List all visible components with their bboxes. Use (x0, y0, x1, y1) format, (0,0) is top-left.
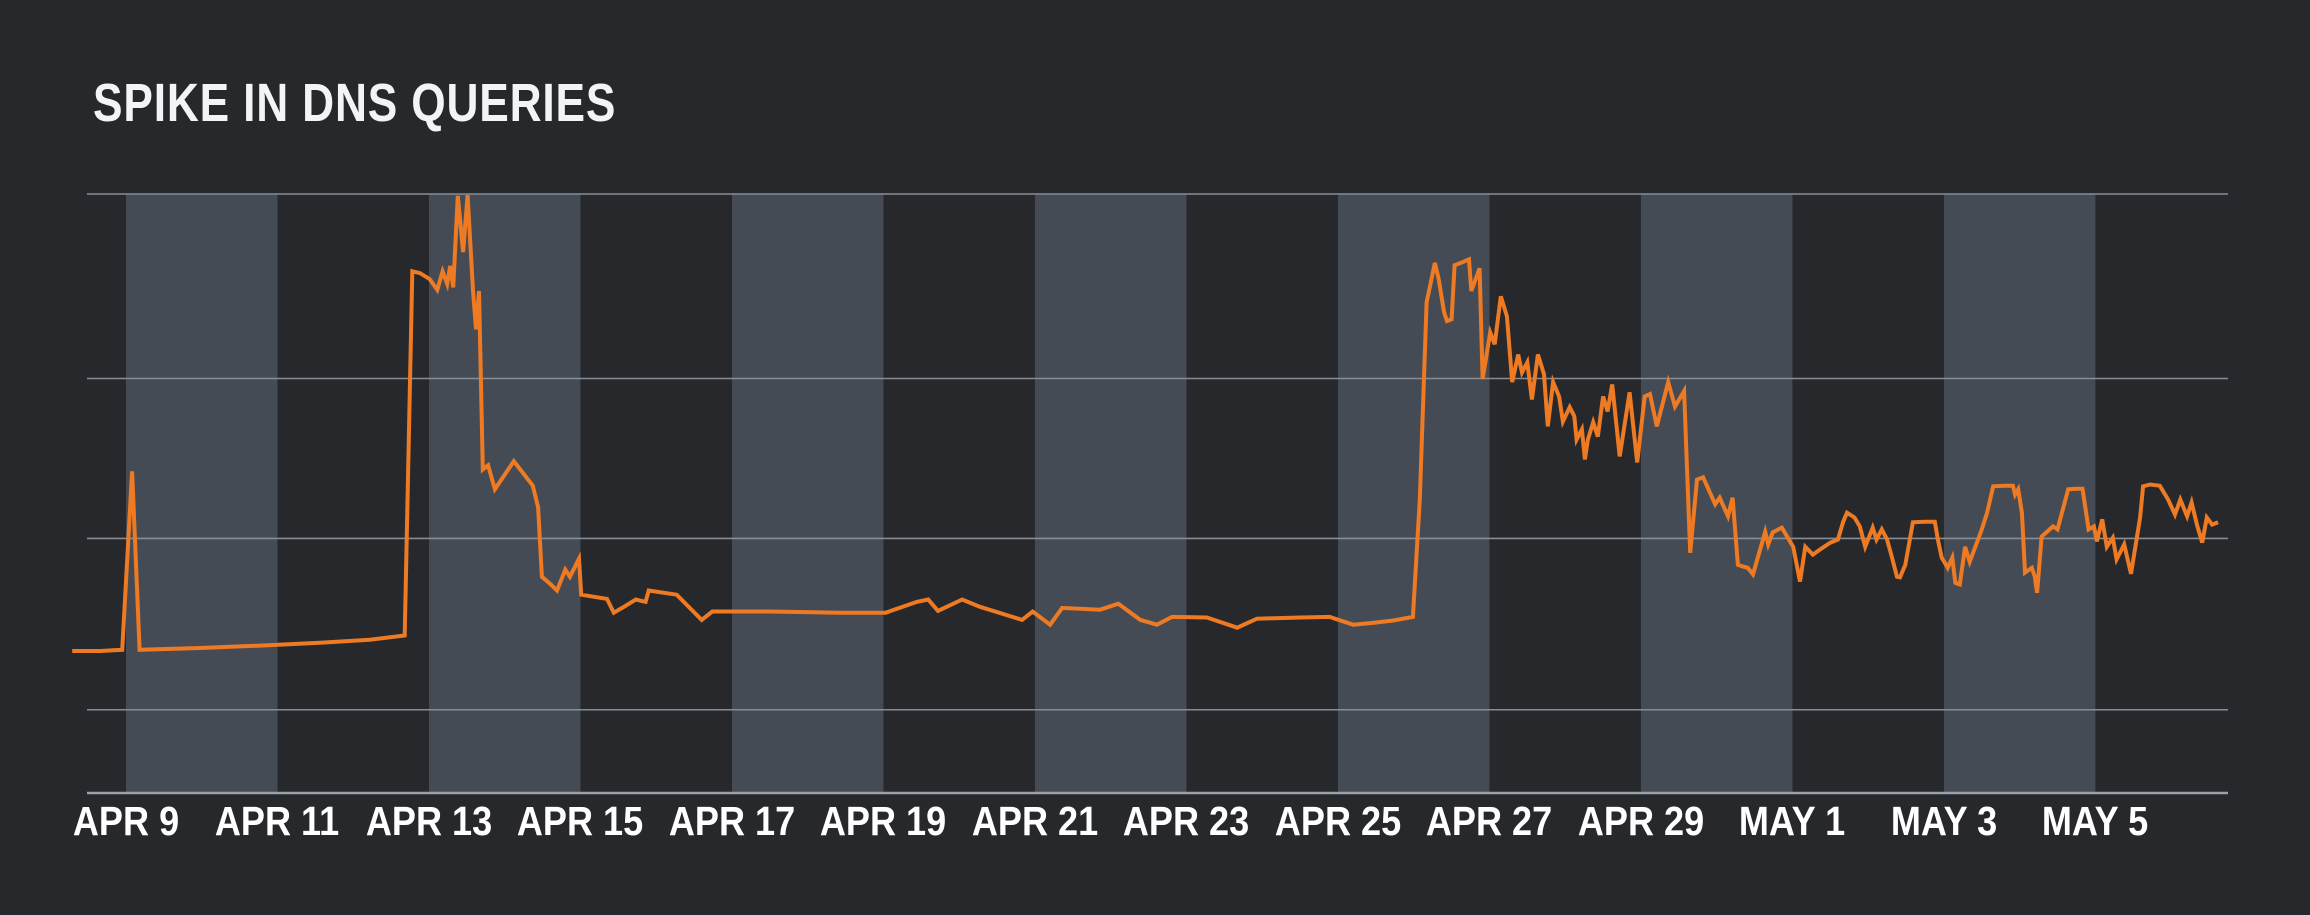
x-tick-label: APR 29 (1577, 798, 1705, 844)
chart-title: SPIKE IN DNS QUERIES (93, 73, 617, 133)
x-tick-label: MAY 5 (2042, 798, 2149, 844)
x-tick-label: MAY 3 (1890, 798, 1998, 844)
dns-query-line (72, 195, 2219, 653)
weekend-band (1640, 194, 1793, 793)
x-tick-label: APR 13 (365, 798, 493, 844)
x-tick-label: APR 21 (971, 798, 1099, 844)
weekend-band (1337, 194, 1490, 793)
x-tick-label: APR 17 (668, 798, 796, 844)
x-tick-label: APR 27 (1426, 798, 1553, 844)
x-tick-label: APR 23 (1123, 798, 1250, 844)
weekend-band (428, 194, 581, 793)
x-tick-label: APR 25 (1274, 798, 1402, 844)
weekend-band (1034, 194, 1187, 793)
x-tick-label: MAY 1 (1739, 798, 1846, 844)
x-tick-label: APR 19 (820, 798, 947, 844)
weekend-band (126, 194, 278, 793)
x-tick-label: APR 11 (215, 798, 340, 844)
x-tick-label: APR 15 (517, 798, 644, 844)
x-tick-label: APR 9 (72, 798, 180, 844)
weekend-band (731, 194, 884, 793)
